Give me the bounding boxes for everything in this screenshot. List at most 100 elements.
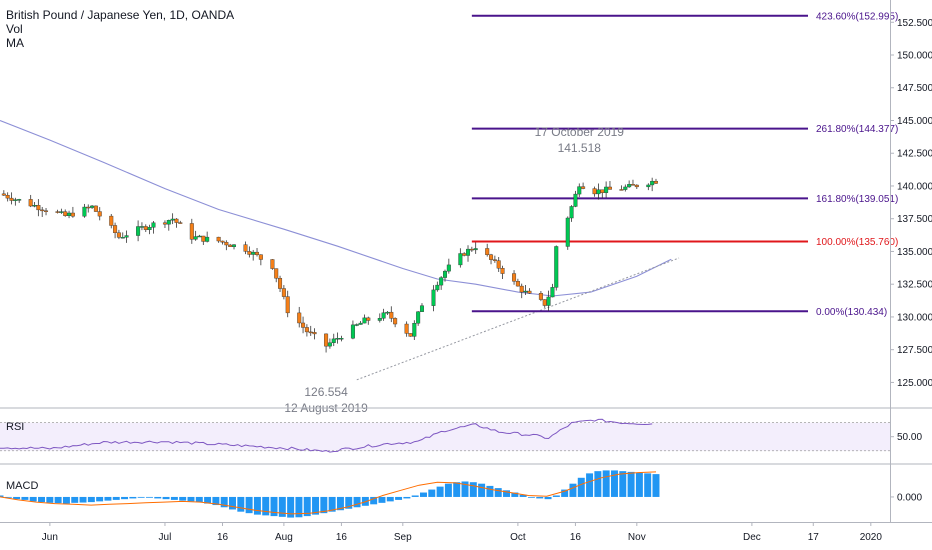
macd-histogram-bar	[428, 489, 436, 497]
trendline[interactable]	[356, 257, 680, 381]
candle	[381, 312, 386, 319]
macd-histogram-bar	[395, 496, 403, 500]
macd-histogram-bar	[444, 483, 452, 497]
candle	[462, 253, 467, 256]
macd-histogram-bar	[644, 473, 652, 497]
fib-level-label: 261.80%(144.377)	[816, 124, 898, 135]
candle	[327, 342, 332, 347]
candle	[247, 251, 252, 255]
macd-histogram-bar	[378, 496, 386, 503]
candle	[500, 268, 505, 274]
rsi-tick-label: 50.00	[897, 432, 922, 443]
time-tick-label: Oct	[510, 532, 526, 543]
fibonacci-extension[interactable]: 0.00%(130.434) 100.00%(135.760) 161.80%(13…	[471, 11, 898, 318]
candle	[577, 186, 582, 195]
candle	[93, 205, 98, 212]
time-tick-label: Jul	[159, 532, 172, 543]
candle	[86, 206, 91, 209]
candle	[124, 235, 129, 238]
candle	[408, 333, 413, 337]
macd-histogram-bar	[79, 496, 87, 503]
macd-pane[interactable]: 0.000	[0, 470, 922, 518]
candle	[70, 212, 75, 217]
candle	[419, 305, 424, 312]
candle	[90, 205, 95, 208]
fib-level-label: 161.80%(139.051)	[816, 194, 898, 205]
candle	[136, 226, 141, 236]
candle	[162, 222, 167, 225]
macd-histogram-bar	[62, 496, 70, 504]
candle	[197, 235, 202, 238]
candle	[174, 218, 179, 223]
candle	[220, 240, 225, 243]
candle	[278, 278, 283, 289]
macd-label[interactable]: MACD	[6, 480, 39, 492]
candle	[619, 189, 624, 191]
candle	[116, 232, 121, 238]
macd-histogram-bar	[610, 470, 618, 497]
candle	[28, 199, 33, 207]
candle	[554, 246, 559, 288]
candle	[473, 248, 478, 251]
macd-histogram-bar	[336, 496, 344, 511]
price-tick-label: 145.000	[897, 116, 932, 127]
candle	[1, 193, 6, 196]
macd-histogram-bar	[187, 496, 195, 502]
candle	[592, 188, 597, 195]
macd-histogram-bar	[262, 496, 270, 516]
macd-histogram-bar	[38, 496, 46, 503]
candle	[573, 193, 578, 207]
price-tick-label: 135.000	[897, 247, 932, 258]
candle	[224, 241, 229, 246]
candle	[416, 311, 421, 324]
candle	[542, 299, 547, 306]
candle	[324, 333, 329, 347]
candle	[189, 223, 194, 240]
candle	[270, 259, 275, 269]
candle	[59, 211, 64, 213]
macd-histogram-bar	[145, 496, 153, 498]
macd-histogram-bar	[586, 473, 594, 497]
candle	[519, 285, 524, 293]
candle	[13, 199, 18, 201]
macd-histogram-bar	[652, 474, 660, 497]
candle	[623, 186, 628, 190]
time-tick-label: 16	[336, 532, 348, 543]
macd-histogram-bar	[129, 496, 137, 499]
macd-histogram-bar	[29, 496, 37, 502]
time-tick-label: 17	[808, 532, 820, 543]
time-tick-label: 16	[570, 532, 582, 543]
candle	[216, 236, 221, 242]
macd-histogram-bar	[577, 477, 585, 497]
candle	[285, 296, 290, 314]
candle	[550, 287, 555, 298]
price-pane[interactable]: 0.00%(130.434) 100.00%(135.760) 161.80%(13…	[0, 11, 898, 415]
candle	[170, 218, 175, 221]
macd-histogram-bar	[245, 496, 253, 514]
time-tick-label: Dec	[743, 532, 761, 543]
candle	[646, 184, 651, 188]
indicator-vol-label[interactable]: Vol	[6, 22, 23, 36]
macd-histogram-bar	[21, 496, 29, 500]
macd-histogram-bar	[411, 495, 419, 497]
candle	[496, 260, 501, 269]
candle	[607, 186, 612, 190]
indicator-ma-label[interactable]: MA	[6, 36, 24, 50]
annotation-date: 17 October 2019	[535, 125, 625, 139]
price-tick-label: 132.500	[897, 280, 932, 291]
rsi-pane[interactable]: 50.00	[0, 418, 922, 453]
rsi-label[interactable]: RSI	[6, 421, 25, 433]
macd-histogram-bar	[503, 490, 511, 497]
macd-histogram-bar	[4, 496, 12, 498]
macd-histogram-bar	[220, 496, 228, 508]
candle	[120, 237, 125, 239]
price-tick-label: 150.000	[897, 51, 932, 62]
candle	[17, 199, 22, 201]
candle	[9, 197, 14, 201]
candle	[350, 324, 355, 339]
candle	[228, 244, 233, 247]
candle	[97, 211, 102, 217]
